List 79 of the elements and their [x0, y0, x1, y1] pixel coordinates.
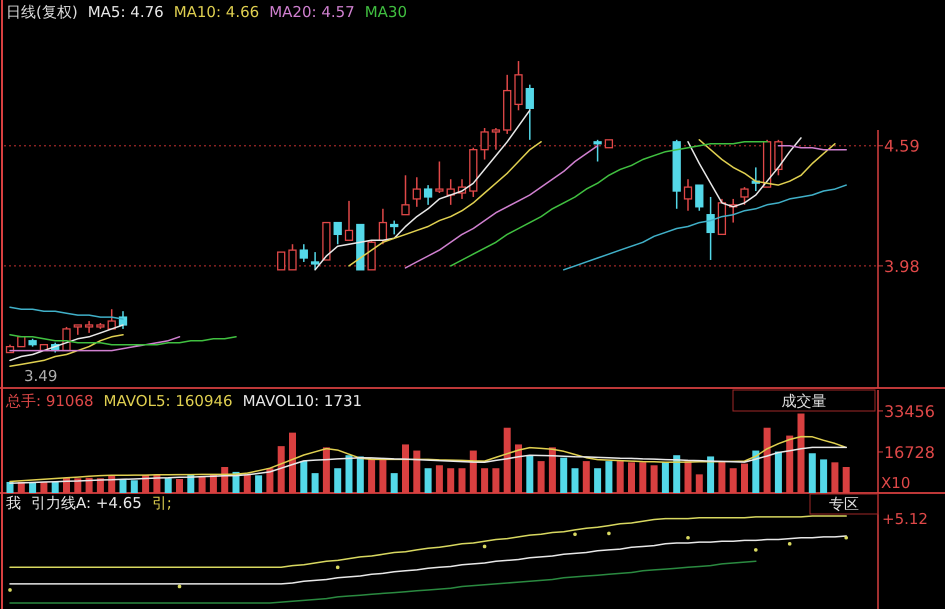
- line-series: [9, 436, 847, 482]
- bar: [752, 450, 760, 493]
- bar: [255, 475, 262, 493]
- point: [336, 566, 340, 570]
- point: [607, 532, 611, 536]
- bar: [605, 461, 612, 493]
- candlestick: [277, 251, 286, 270]
- bar: [6, 482, 14, 493]
- candlestick: [344, 200, 354, 242]
- text: MA30: [364, 3, 408, 21]
- candlestick: [288, 243, 297, 271]
- y-tick-label: 16728: [884, 442, 935, 462]
- candlestick: [435, 160, 444, 194]
- bar: [356, 456, 364, 493]
- candlestick: [492, 127, 500, 150]
- bar: [52, 482, 59, 493]
- text: MA20: 4.57: [269, 3, 355, 21]
- point: [573, 532, 577, 536]
- point: [844, 536, 848, 540]
- chart-title: 日线(复权): [6, 3, 78, 21]
- bar: [424, 468, 432, 493]
- text: MAVOL10: 1731: [242, 392, 362, 410]
- candlestick: [480, 127, 489, 160]
- text: 专区: [829, 495, 859, 513]
- candlestick: [74, 324, 82, 336]
- point: [482, 544, 486, 548]
- bar: [300, 461, 308, 493]
- text: 引力线A: +4.65: [31, 494, 142, 512]
- point: [8, 588, 12, 592]
- point: [754, 548, 758, 552]
- candlestick: [695, 184, 704, 212]
- bar: [346, 455, 352, 493]
- bar: [120, 479, 126, 493]
- candlestick: [334, 222, 342, 245]
- candlestick: [310, 251, 320, 271]
- bar: [808, 453, 816, 493]
- text: X10: [881, 474, 910, 492]
- bar: [673, 455, 680, 493]
- candlestick: [593, 139, 602, 162]
- bar: [774, 452, 782, 493]
- text: 我: [6, 494, 21, 512]
- text: MAVOL5: 160946: [104, 392, 233, 410]
- candlestick: [108, 308, 116, 330]
- candlestick: [300, 243, 308, 263]
- point: [178, 584, 182, 588]
- bar: [594, 468, 602, 493]
- bar: [560, 458, 568, 493]
- candlestick: [378, 208, 388, 245]
- annotation: 3.49: [24, 367, 58, 385]
- line-series: [9, 446, 847, 484]
- bar: [820, 459, 828, 493]
- candlestick: [424, 184, 432, 206]
- bar: [707, 456, 714, 493]
- bar: [312, 473, 319, 493]
- text: +5.12: [882, 510, 928, 528]
- text: MA10: 4.66: [174, 3, 260, 21]
- text: MA5: 4.76: [88, 3, 164, 21]
- bar: [662, 462, 669, 493]
- bar: [334, 468, 342, 493]
- candlestick: [412, 176, 421, 208]
- candlestick: [740, 186, 749, 206]
- y-tick-label: 33456: [884, 402, 935, 421]
- annotation: 成交量: [782, 392, 826, 410]
- bar: [572, 468, 578, 493]
- y-tick-label: 4.59: [884, 136, 920, 156]
- point: [686, 536, 690, 540]
- text: 引;: [152, 494, 172, 512]
- annotation: 总手: 91068: [5, 392, 94, 410]
- candlestick: [84, 320, 94, 334]
- bar: [526, 455, 534, 493]
- candlestick: [401, 174, 410, 216]
- point: [788, 542, 792, 546]
- y-tick-label: 3.98: [884, 256, 920, 276]
- candlestick: [684, 178, 692, 212]
- bar: [390, 473, 398, 493]
- candlestick: [526, 84, 534, 141]
- bar: [164, 478, 172, 493]
- candlestick: [390, 220, 398, 236]
- bar: [130, 480, 138, 493]
